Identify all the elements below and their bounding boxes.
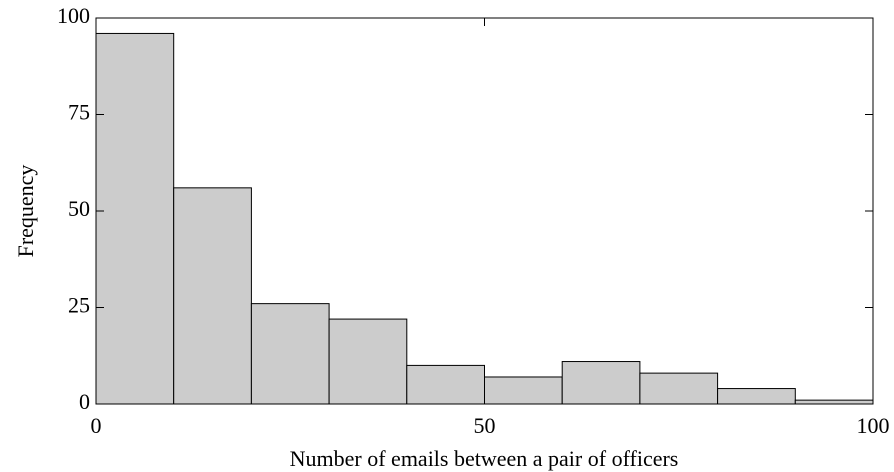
bar [95,32,175,405]
y-tick-label: 50 [68,196,90,221]
bar [561,361,641,405]
bar [484,376,563,405]
x-tick-label: 0 [91,413,102,438]
bar [406,364,485,405]
bar [794,399,874,405]
y-tick-label: 25 [68,293,90,318]
y-tick-label: 75 [68,100,90,125]
bar [717,388,796,405]
bar [639,372,719,405]
bar [250,303,330,405]
y-tick-label: 100 [57,3,90,28]
bar [173,187,252,405]
x-axis-label: Number of emails between a pair of offic… [290,446,679,471]
x-tick-label: 100 [857,413,890,438]
y-axis-label: Frequency [13,165,38,258]
x-tick-label: 50 [474,413,496,438]
bar [328,318,408,405]
y-tick-label: 0 [79,389,90,414]
